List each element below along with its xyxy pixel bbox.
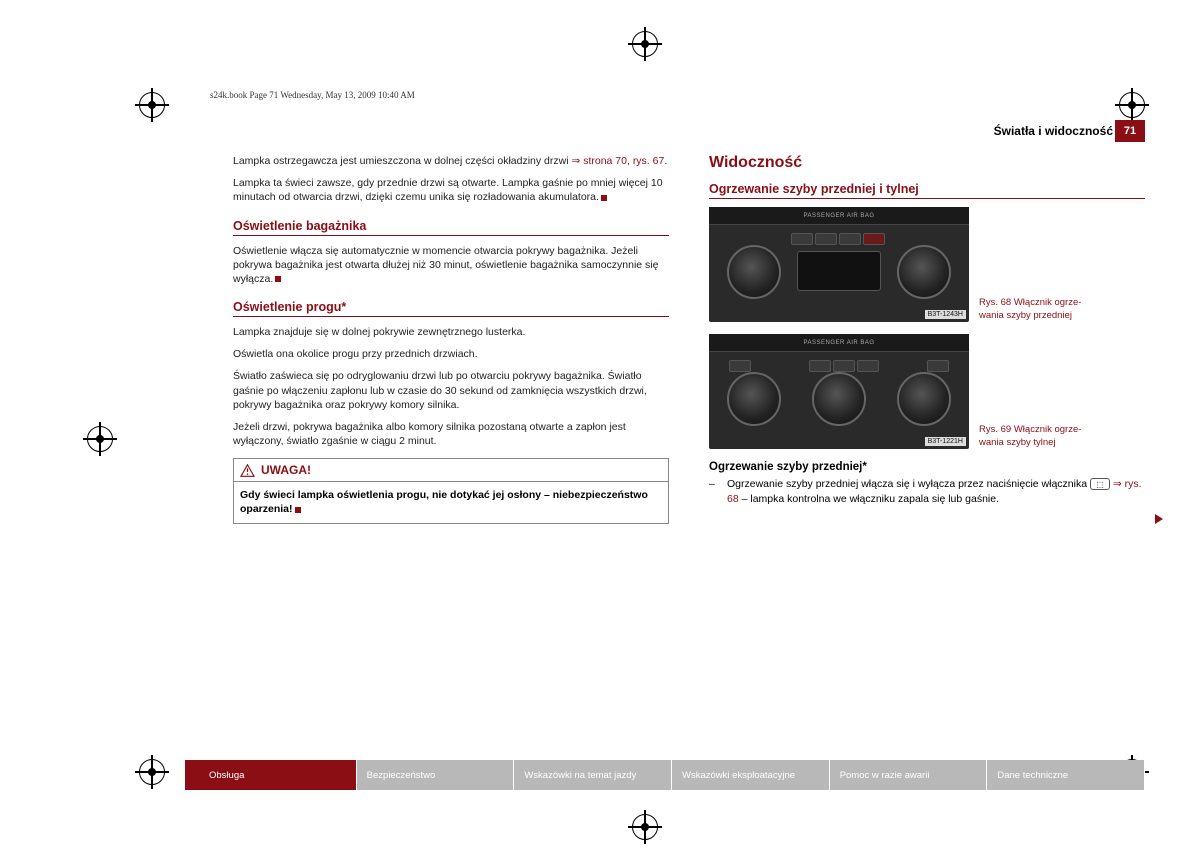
bullet-item: – Ogrzewanie szyby przedniej włącza się …: [709, 477, 1145, 506]
figure-code: B3T-1221H: [925, 437, 966, 446]
right-column: Widoczność Ogrzewanie szyby przedniej i …: [709, 154, 1145, 524]
footer-tab-dane-techniczne[interactable]: Dane techniczne: [987, 760, 1145, 790]
continue-arrow-icon: [1155, 514, 1163, 524]
figure-image-climate-panel: PASSENGER AIR BAG B3T-1221H: [709, 334, 969, 449]
warning-box: UWAGA! Gdy świeci lampka oświetlenia pro…: [233, 458, 669, 523]
end-marker-icon: [275, 276, 281, 282]
heading-2: Ogrzewanie szyby przedniej i tylnej: [709, 182, 1145, 196]
heading-rule: [233, 316, 669, 317]
heading-1: Widoczność: [709, 154, 1145, 172]
left-column: Lampka ostrzegawcza jest umieszczona w d…: [185, 154, 669, 524]
paragraph: Jeżeli drzwi, pokrywa bagażnika albo kom…: [233, 420, 669, 448]
sub-heading: Ogrzewanie szyby przedniej*: [709, 461, 1145, 473]
book-metadata-line: s24k.book Page 71 Wednesday, May 13, 200…: [210, 90, 415, 100]
footer-tab-wskazowki-jazdy[interactable]: Wskazówki na temat jazdy: [514, 760, 672, 790]
paragraph: Lampka ostrzegawcza jest umieszczona w d…: [233, 154, 669, 168]
crop-mark: [1115, 88, 1149, 122]
footer-tab-obsluga[interactable]: Obsługa: [185, 760, 357, 790]
paragraph: Oświetla ona okolice progu przy przednic…: [233, 347, 669, 361]
heading-rule: [709, 198, 1145, 199]
defrost-button-icon: ⬚: [1090, 478, 1110, 490]
figure-caption: Rys. 69 Włącznik ogrze- wania szyby tyln…: [979, 424, 1145, 449]
footer-tab-wskazowki-eksploatacyjne[interactable]: Wskazówki eksploatacyjne: [672, 760, 830, 790]
footer-tab-bezpieczenstwo[interactable]: Bezpieczeństwo: [357, 760, 515, 790]
end-marker-icon: [295, 507, 301, 513]
crop-mark: [83, 422, 117, 456]
figure-row: PASSENGER AIR BAG B3T-1221H: [709, 334, 1145, 449]
warning-triangle-icon: [240, 464, 255, 477]
crop-mark: [628, 810, 662, 844]
warning-header: UWAGA!: [234, 459, 668, 482]
figure-row: PASSENGER AIR BAG B3T-1243H Rys. 68 Włąc…: [709, 207, 1145, 322]
page-header: Światła i widoczność 71: [185, 120, 1145, 144]
paragraph: Światło zaświeca się po odryglowaniu drz…: [233, 369, 669, 412]
paragraph: Lampka ta świeci zawsze, gdy przednie dr…: [233, 176, 669, 204]
heading-2: Oświetlenie progu*: [233, 300, 669, 314]
bullet-dash: –: [709, 477, 719, 506]
warning-title: UWAGA!: [261, 463, 311, 477]
figure-code: B3T-1243H: [925, 310, 966, 319]
page-number: 71: [1115, 120, 1145, 142]
footer-tab-pomoc-awarii[interactable]: Pomoc w razie awarii: [830, 760, 988, 790]
figure-caption: Rys. 68 Włącznik ogrze- wania szyby prze…: [979, 297, 1145, 322]
paragraph: Lampka znajduje się w dolnej pokrywie ze…: [233, 325, 669, 339]
section-title: Światła i widoczność: [994, 124, 1113, 138]
warning-body: Gdy świeci lampka oświetlenia progu, nie…: [234, 482, 668, 522]
cross-ref-link: ⇒ strona 70, rys. 67: [571, 155, 664, 167]
crop-mark: [628, 27, 662, 61]
paragraph: Oświetlenie włącza się automatycznie w m…: [233, 244, 669, 287]
crop-mark: [135, 88, 169, 122]
page-content: Światła i widoczność 71 Lampka ostrzegaw…: [185, 120, 1145, 720]
heading-2: Oświetlenie bagażnika: [233, 219, 669, 233]
heading-rule: [233, 235, 669, 236]
crop-mark: [135, 755, 169, 789]
footer-nav: Obsługa Bezpieczeństwo Wskazówki na tema…: [185, 760, 1145, 790]
end-marker-icon: [601, 195, 607, 201]
figure-image-climate-panel: PASSENGER AIR BAG B3T-1243H: [709, 207, 969, 322]
